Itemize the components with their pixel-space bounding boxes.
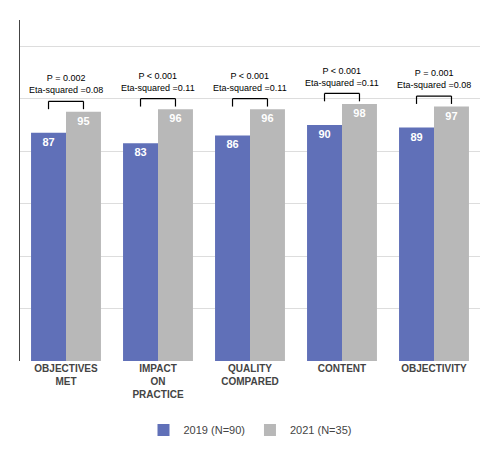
svg-text:83: 83 xyxy=(134,146,146,158)
svg-text:97: 97 xyxy=(445,110,457,122)
svg-text:QUALITYCOMPARED: QUALITYCOMPARED xyxy=(221,363,279,387)
svg-text:P < 0.001Eta-squared =0.11: P < 0.001Eta-squared =0.11 xyxy=(213,71,287,93)
svg-text:87: 87 xyxy=(42,136,54,148)
svg-text:2021 (N=35): 2021 (N=35) xyxy=(290,424,351,436)
svg-text:86: 86 xyxy=(226,138,238,150)
svg-text:95: 95 xyxy=(77,115,89,127)
svg-text:96: 96 xyxy=(169,112,181,124)
svg-text:P < 0.001Eta-squared =0.11: P < 0.001Eta-squared =0.11 xyxy=(305,66,379,88)
svg-text:98: 98 xyxy=(353,107,365,119)
svg-text:P = 0.001Eta-squared =0.08: P = 0.001Eta-squared =0.08 xyxy=(397,68,471,90)
svg-text:OBJECTIVITY: OBJECTIVITY xyxy=(401,363,467,374)
svg-text:P = 0.002Eta-squared =0.08: P = 0.002Eta-squared =0.08 xyxy=(29,73,103,95)
svg-text:96: 96 xyxy=(261,112,273,124)
svg-text:IMPACTONPRACTICE: IMPACTONPRACTICE xyxy=(132,363,183,400)
svg-text:89: 89 xyxy=(410,131,422,143)
svg-text:OBJECTIVESMET: OBJECTIVESMET xyxy=(34,363,98,387)
svg-text:CONTENT: CONTENT xyxy=(318,363,366,374)
svg-text:P < 0.001Eta-squared =0.11: P < 0.001Eta-squared =0.11 xyxy=(121,71,195,93)
svg-text:90: 90 xyxy=(318,128,330,140)
svg-text:2019 (N=90): 2019 (N=90) xyxy=(184,424,245,436)
